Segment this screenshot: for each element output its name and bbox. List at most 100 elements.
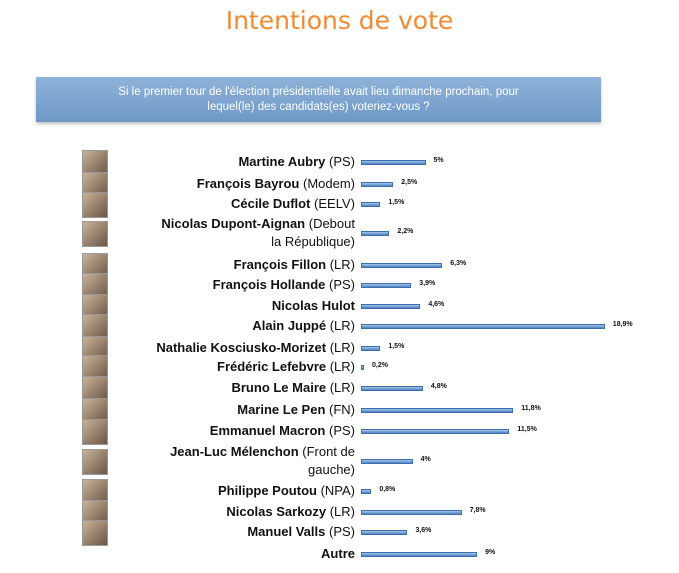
- bar: [361, 324, 605, 329]
- bar: [361, 202, 381, 207]
- candidate-name: Bruno Le Maire: [231, 380, 327, 395]
- data-label: 1,5%: [388, 343, 405, 350]
- candidate-photo: [82, 221, 108, 247]
- bar: [361, 182, 394, 187]
- bar: [361, 429, 510, 434]
- candidate-party: (LR): [326, 380, 355, 395]
- data-label: 11,5%: [517, 426, 537, 433]
- candidate-party: (EELV): [310, 196, 355, 211]
- data-label: 1,5%: [388, 199, 405, 206]
- question-text: Si le premier tour de l'élection préside…: [118, 85, 519, 113]
- candidate-name: Frédéric Lefebvre: [217, 359, 327, 374]
- bar: [361, 552, 478, 557]
- category-label: Frédéric Lefebvre (LR): [217, 358, 355, 376]
- bar: [361, 510, 462, 515]
- bar: [361, 346, 381, 351]
- candidate-name: Emmanuel Macron: [209, 423, 326, 438]
- candidate-photo: [82, 150, 108, 176]
- category-label: Alain Juppé (LR): [252, 317, 355, 335]
- candidate-name: Philippe Poutou: [218, 483, 317, 498]
- candidate-name: Autre: [321, 546, 355, 561]
- candidate-party: (PS): [325, 524, 355, 539]
- candidate-party: (Debout: [305, 216, 355, 231]
- category-label: François Bayrou (Modem): [197, 175, 355, 193]
- candidate-party-line2: la République): [271, 234, 355, 249]
- candidate-name: François Bayrou: [196, 176, 300, 191]
- data-label: 4%: [420, 456, 431, 463]
- candidate-party: (Modem): [299, 176, 355, 191]
- category-label: Nathalie Kosciusko-Morizet (LR): [156, 339, 355, 357]
- candidate-name: François Fillon: [233, 257, 327, 272]
- data-label: 11,8%: [521, 405, 541, 412]
- candidate-name: François Hollande: [212, 277, 326, 292]
- category-label: Martine Aubry (PS): [238, 153, 355, 171]
- candidate-name: Jean-Luc Mélenchon: [170, 444, 299, 459]
- candidate-party: (Front de: [298, 444, 355, 459]
- candidate-name: Cécile Duflot: [230, 196, 311, 211]
- category-label: Bruno Le Maire (LR): [231, 379, 355, 397]
- data-label: 2,5%: [401, 179, 418, 186]
- candidate-photo: [82, 520, 108, 546]
- bar: [361, 263, 443, 268]
- data-label: 3,9%: [419, 280, 436, 287]
- bar: [361, 386, 423, 391]
- candidate-party: (FN): [325, 402, 355, 417]
- bar: [361, 283, 412, 288]
- candidate-photo: [82, 419, 108, 445]
- data-label: 9%: [485, 549, 496, 556]
- candidate-party: (PS): [325, 277, 355, 292]
- candidate-party: (LR): [326, 504, 355, 519]
- data-label: 6,3%: [450, 260, 467, 267]
- data-label: 0,8%: [379, 486, 396, 493]
- candidate-party: (LR): [326, 318, 355, 333]
- candidate-name: Alain Juppé: [252, 318, 327, 333]
- candidate-party: (PS): [325, 423, 355, 438]
- bar: [361, 489, 372, 494]
- data-label: 4,6%: [428, 301, 445, 308]
- category-label: Nicolas Hulot: [272, 297, 355, 315]
- category-label: Nicolas Sarkozy (LR): [226, 503, 355, 521]
- category-label: Autre: [321, 545, 355, 563]
- category-label: Nicolas Dupont-Aignan (Debout la Républiq…: [161, 215, 355, 251]
- data-label: 0,2%: [372, 362, 388, 369]
- data-label: 2,2%: [397, 228, 414, 235]
- candidate-name: Nicolas Hulot: [271, 298, 355, 313]
- category-label: Philippe Poutou (NPA): [218, 482, 355, 500]
- data-label: 3,6%: [415, 527, 432, 534]
- bar: [361, 160, 426, 165]
- bar: [361, 304, 421, 309]
- candidate-name: Nathalie Kosciusko-Morizet: [156, 340, 327, 355]
- candidate-party-line2: gauche): [308, 462, 355, 477]
- candidate-party: (LR): [326, 257, 355, 272]
- data-label: 5%: [433, 157, 444, 164]
- category-label: Manuel Valls (PS): [247, 523, 355, 541]
- candidate-party: (LR): [326, 340, 355, 355]
- candidate-photo: [82, 376, 108, 402]
- category-label: François Fillon (LR): [234, 256, 355, 274]
- bar: [361, 365, 364, 370]
- bar: [361, 231, 390, 236]
- candidate-name: Marine Le Pen: [237, 402, 326, 417]
- candidate-photo: [82, 192, 108, 218]
- data-label: 7,8%: [469, 507, 486, 514]
- candidate-party: (LR): [326, 359, 355, 374]
- candidate-name: Nicolas Dupont-Aignan: [161, 216, 306, 231]
- candidate-name: Martine Aubry: [238, 154, 326, 169]
- data-label: 4,8%: [430, 383, 447, 390]
- bar: [361, 459, 413, 464]
- candidate-party: (PS): [325, 154, 355, 169]
- chart-title: Intentions de vote: [225, 6, 454, 35]
- candidate-name: Nicolas Sarkozy: [226, 504, 327, 519]
- data-label: 18,9%: [612, 321, 633, 328]
- bar: [361, 530, 408, 535]
- category-label: Marine Le Pen (FN): [237, 401, 355, 419]
- candidate-name: Manuel Valls: [247, 524, 326, 539]
- category-label: Cécile Duflot (EELV): [231, 195, 355, 213]
- question-banner: Si le premier tour de l'élection préside…: [36, 77, 601, 122]
- candidate-party: (NPA): [316, 483, 355, 498]
- candidate-photo: [82, 449, 108, 475]
- category-label: Emmanuel Macron (PS): [210, 422, 355, 440]
- category-label: Jean-Luc Mélenchon (Front de gauche): [170, 443, 355, 479]
- category-label: François Hollande (PS): [213, 276, 355, 294]
